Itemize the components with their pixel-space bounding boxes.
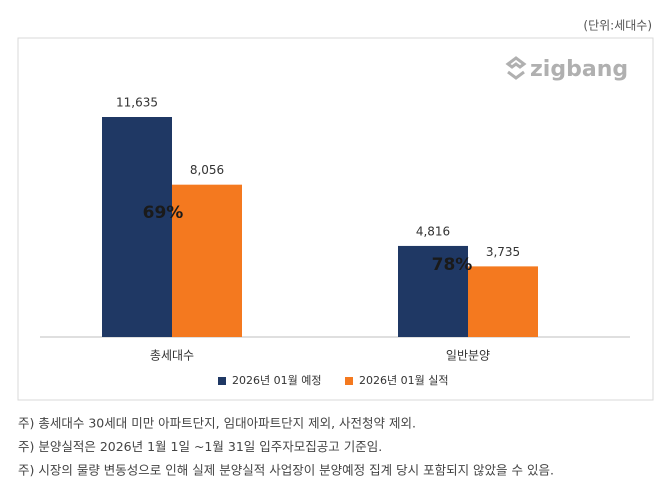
legend-swatch xyxy=(218,377,226,385)
note: 주) 총세대수 30세대 미만 아파트단지, 임대아파트단지 제외, 사전청약 … xyxy=(18,416,416,431)
bar xyxy=(172,184,242,337)
bar xyxy=(468,266,538,337)
value-label: 3,735 xyxy=(486,245,520,259)
bar xyxy=(398,245,468,337)
value-label: 11,635 xyxy=(116,96,158,110)
legend-swatch xyxy=(345,377,353,385)
bar xyxy=(102,117,172,337)
watermark: zigbang xyxy=(530,57,628,82)
x-tick-label: 총세대수 xyxy=(150,349,194,363)
chart-frame xyxy=(17,37,654,401)
value-label: 4,816 xyxy=(416,224,450,238)
value-label: 8,056 xyxy=(190,163,224,177)
logo-icon xyxy=(505,56,527,80)
legend-label: 2026년 01월 실적 xyxy=(359,374,448,387)
note: 주) 분양실적은 2026년 1월 1일 ~1월 31일 입주자모집공고 기준임… xyxy=(18,439,382,454)
annotation: 78% xyxy=(432,255,473,275)
unit-label: (단위:세대수) xyxy=(583,19,652,33)
watermark-logo: zigbang xyxy=(505,56,628,82)
x-tick-label: 일반분양 xyxy=(446,349,490,363)
annotation: 69% xyxy=(143,203,184,223)
legend-label: 2026년 01월 예정 xyxy=(232,374,321,387)
note: 주) 시장의 물량 변동성으로 인해 실제 분양실적 사업장이 분양예정 집계 … xyxy=(18,463,554,478)
